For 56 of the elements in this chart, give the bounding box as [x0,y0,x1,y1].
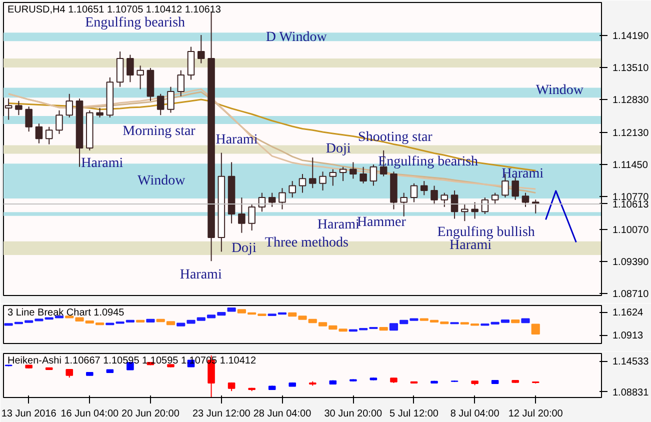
annotation: Doji [231,241,256,256]
annotation: Harami [317,218,360,233]
candlestick [228,162,236,224]
annotation: D Window [266,30,328,46]
y-tick-label: 1.0913 [612,330,644,342]
x-tick-label: 23 Jun 12:00 [192,408,251,420]
candlestick [238,197,246,234]
annotation: Engulfing bullish [437,225,535,240]
annotation: Shooting star [358,130,433,145]
candlestick [136,65,144,90]
candlestick [461,204,468,222]
y-tick-label: 1.11450 [612,160,648,172]
candlestick [116,50,124,88]
line-series [545,190,577,244]
annotation: Window [536,82,584,98]
y-tick-label: 1.08710 [612,289,650,300]
x-tick-label: 12 Jul 20:00 [508,408,564,420]
annotation: Harami [216,132,258,148]
x-tick-label: 20 Jun 20:00 [122,408,180,420]
y-tick-label: 1.1624 [612,308,644,319]
annotation: Harami [180,267,222,282]
x-tick-label: 28 Jun 04:00 [253,408,312,420]
x-tick-label: 30 Jun 20:00 [324,408,383,420]
y-tick-label: 1.12130 [612,128,650,140]
annotation: Doji [326,142,351,156]
annotation: Harami [81,156,124,172]
y-tick-label: 1.12830 [612,95,650,106]
candlestick [198,34,205,64]
y-tick-label: 1.10070 [612,225,650,236]
bar [531,324,540,335]
candlestick [319,171,326,191]
y-tick-label: 1.14533 [612,356,650,368]
bar [227,308,236,312]
y-tick-label: 1.08831 [612,387,650,398]
bar [146,318,155,322]
x-tick-label: 13 Jun 2016 [1,408,57,420]
annotation: Window [138,174,186,189]
candlestick [218,152,226,252]
y-tick-label: 1.14190 [612,30,650,42]
y-tick-label: 1.09390 [612,257,650,268]
x-tick-label: 8 Jul 04:00 [450,408,500,420]
bar [379,327,388,331]
annotation: Morning star [122,124,196,139]
candlestick [35,123,43,144]
bar [511,320,520,324]
annotation: Engulfing bearish [85,16,186,31]
annotation: Three methods [264,235,348,250]
annotation: Harami [502,166,544,182]
chart-title: EURUSD,H4 1.10651 1.10705 1.10412 1.10613 [8,4,222,16]
x-tick-label: 16 Jun 04:00 [60,408,120,420]
chart-title: 3 Line Break Chart 1.0945 [8,308,125,318]
x-tick-label: 5 Jul 12:00 [390,408,439,420]
candlestick [4,98,12,120]
annotation: Harami [450,238,492,254]
y-tick-label: 1.13510 [612,63,650,74]
bar [521,318,530,324]
